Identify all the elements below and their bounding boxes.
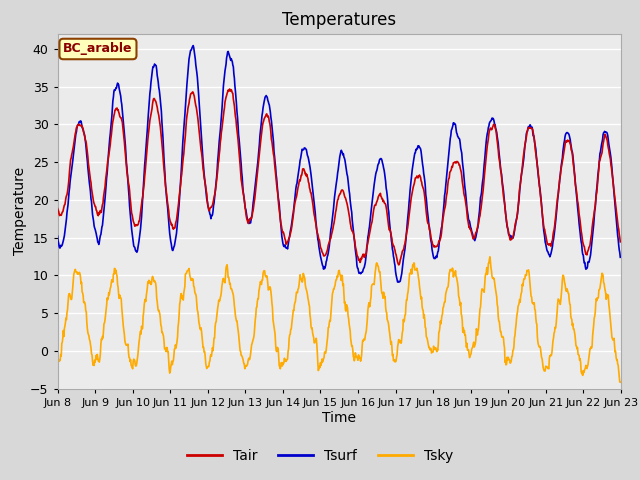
Tsky	[127, 362, 135, 368]
Tsky	[54, 356, 61, 362]
Tsky	[580, 368, 588, 374]
Tsky	[616, 379, 624, 385]
Tsurf	[581, 260, 589, 265]
Tsurf	[127, 220, 135, 226]
Line: Tsky: Tsky	[58, 257, 620, 382]
Text: BC_arable: BC_arable	[63, 43, 132, 56]
Tair	[203, 191, 211, 196]
Tair	[581, 247, 589, 252]
Tsky	[461, 328, 468, 334]
Tair	[127, 205, 135, 211]
Tsurf	[54, 233, 61, 239]
Tsurf	[189, 43, 197, 48]
Tsurf	[461, 188, 469, 194]
Tsurf	[264, 94, 271, 100]
Tsurf	[616, 254, 624, 260]
Tsurf	[204, 198, 211, 204]
X-axis label: Time: Time	[322, 410, 356, 425]
Tsky	[486, 254, 493, 260]
Legend: Tair, Tsurf, Tsky: Tair, Tsurf, Tsky	[182, 443, 458, 468]
Title: Temperatures: Temperatures	[282, 11, 396, 29]
Tair	[264, 113, 271, 119]
Tair	[345, 209, 353, 215]
Tsurf	[345, 183, 353, 189]
Tair	[616, 239, 624, 245]
Line: Tair: Tair	[58, 89, 620, 265]
Tair	[461, 198, 469, 204]
Tsky	[263, 273, 271, 278]
Tsky	[344, 313, 352, 319]
Y-axis label: Temperature: Temperature	[13, 167, 28, 255]
Tair	[226, 86, 234, 92]
Tair	[395, 262, 403, 268]
Tsky	[203, 366, 211, 372]
Tair	[54, 205, 61, 211]
Tsurf	[394, 279, 401, 285]
Line: Tsurf: Tsurf	[58, 46, 620, 282]
